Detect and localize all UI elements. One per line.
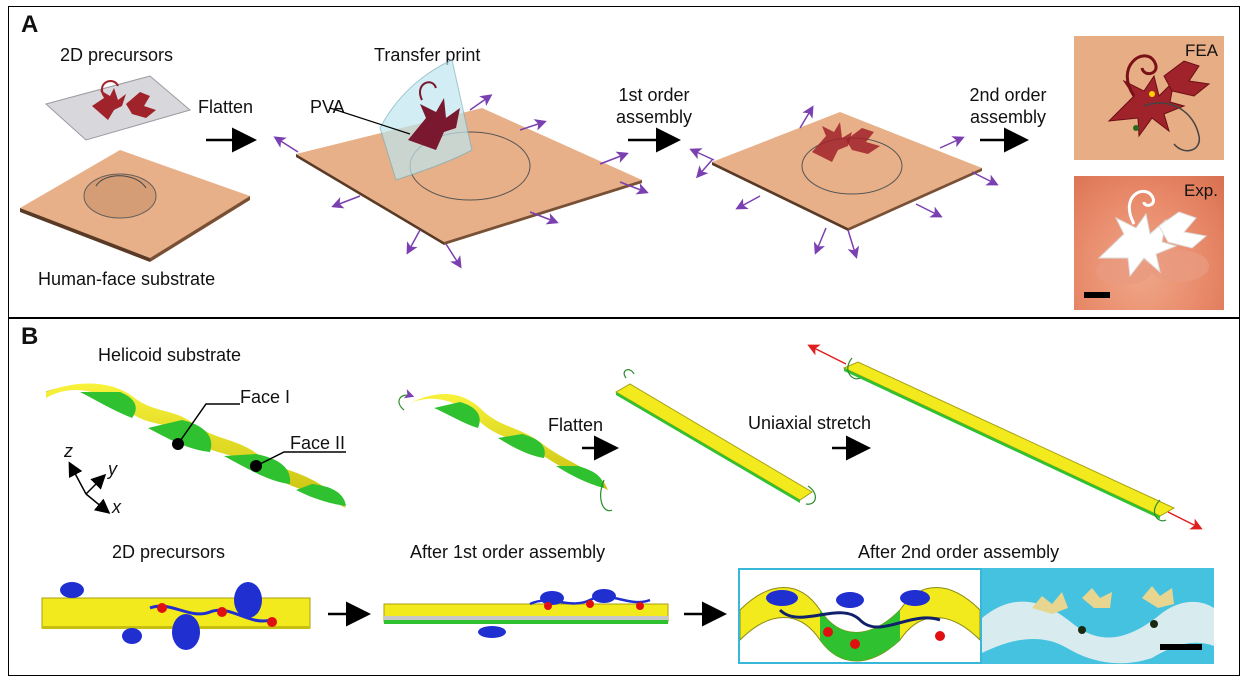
fea-structure-graphic — [1107, 54, 1211, 152]
b-after-second-label: After 2nd order assembly — [858, 542, 1060, 562]
exp-label: Exp. — [1183, 181, 1218, 200]
exp-structure-graphic — [1096, 189, 1209, 285]
b-helicoid-label: Helicoid substrate — [98, 345, 242, 365]
panel-b-label: B — [21, 323, 39, 350]
exp-inset: Exp. — [1074, 176, 1224, 310]
b-second-order-render-graphic — [740, 587, 980, 662]
b-helicoid-substrate — [45, 383, 346, 508]
panel-a-label: A — [21, 11, 39, 38]
a-first-order-substrate — [712, 112, 982, 231]
b-face2-label: Face II — [290, 433, 346, 453]
b-flatten-label: Flatten — [548, 415, 604, 435]
a-flattened-substrate — [296, 59, 642, 245]
a-substrate-label: Human-face substrate — [38, 269, 216, 289]
a-pva-label: PVA — [310, 97, 345, 117]
b-second-order-photo-inset — [982, 568, 1214, 664]
b-axis-y: y — [108, 459, 117, 479]
b-scale-bar — [1160, 644, 1202, 650]
exp-scale-bar — [1084, 292, 1110, 298]
fea-inset: FEA — [1074, 36, 1224, 160]
fea-label: FEA — [1184, 41, 1218, 60]
b-axis-z: z — [64, 441, 73, 461]
b-precursor-strip — [41, 582, 311, 650]
b-precursors-label: 2D precursors — [112, 542, 226, 562]
b-stretch-label: Uniaxial stretch — [748, 413, 872, 433]
a-transfer-label: Transfer print — [374, 45, 481, 65]
b-flattened-strip — [615, 369, 816, 505]
b-axes — [68, 461, 111, 514]
b-first-order-strip — [383, 589, 669, 638]
b-helicoid-twisted — [398, 389, 613, 512]
a-precursors-label: 2D precursors — [60, 45, 174, 65]
a-stretch-arrows-2 — [689, 105, 999, 259]
b-face1-label: Face I — [240, 387, 291, 407]
b-axis-x: x — [112, 497, 121, 517]
a-precursor-sheet — [44, 75, 192, 141]
a-flatten-label: Flatten — [198, 97, 254, 117]
b-second-order-photo-graphic — [982, 586, 1214, 664]
b-after-first-label: After 1st order assembly — [410, 542, 606, 562]
a-first-order-label: 1st order assembly — [615, 85, 693, 127]
a-second-order-label: 2nd order assembly — [969, 85, 1047, 127]
b-stretched-strip — [807, 344, 1203, 530]
a-stretch-arrows-1 — [273, 94, 649, 269]
b-second-order-render-inset — [738, 568, 982, 664]
a-face-substrate — [20, 150, 250, 262]
